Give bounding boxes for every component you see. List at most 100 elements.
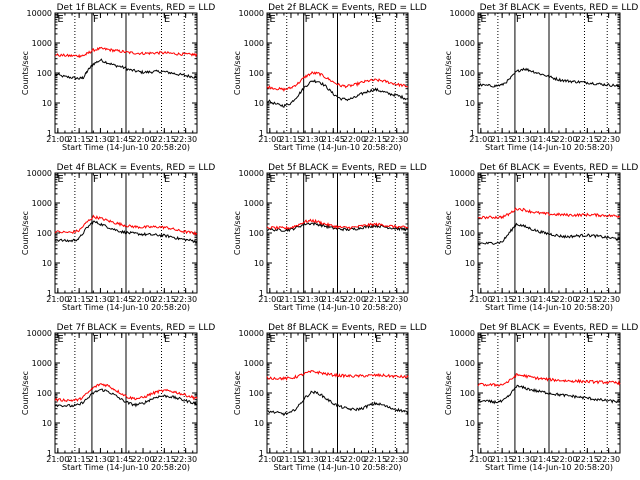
x-tick-label: 21:15 [491, 455, 514, 464]
x-tick-label: 21:30 [301, 455, 324, 464]
y-tick-label: 10 [254, 99, 264, 108]
x-tick-label: 21:45 [533, 455, 556, 464]
x-tick-label: 21:45 [322, 135, 345, 144]
interval-marker: E [480, 334, 486, 345]
x-tick-label: 22:15 [364, 455, 387, 464]
x-tick-label: 21:30 [89, 455, 112, 464]
y-axis-label: Counts/sec [444, 51, 453, 95]
x-tick-label: 21:00 [258, 295, 281, 304]
x-tick-label: 21:45 [533, 295, 556, 304]
x-tick-label: 21:00 [469, 135, 492, 144]
x-tick-label: 21:30 [512, 135, 535, 144]
y-axis-label: Counts/sec [233, 51, 242, 95]
interval-marker: F [516, 334, 522, 345]
y-tick-label: 1 [47, 129, 52, 138]
panel-title: Det 3f BLACK = Events, RED = LLD [480, 3, 639, 13]
y-tick-label: 1000 [455, 39, 475, 48]
y-tick-label: 1000 [244, 359, 264, 368]
x-tick-label: 22:00 [343, 455, 366, 464]
y-axis-label: Counts/sec [444, 211, 453, 255]
x-tick-label: 21:30 [512, 455, 535, 464]
y-tick-label: 1 [47, 289, 52, 298]
interval-marker: E [164, 174, 170, 185]
y-tick-label: 10000 [450, 9, 475, 18]
y-tick-label: 1000 [32, 39, 52, 48]
y-tick-label: 1000 [455, 199, 475, 208]
y-tick-label: 10000 [450, 329, 475, 338]
x-tick-label: 21:30 [301, 135, 324, 144]
series-lld-line [477, 207, 621, 220]
interval-marker: E [164, 14, 170, 25]
x-axis-label: Start Time (14-Jun-10 20:58:20) [274, 303, 402, 312]
series-events-line [477, 384, 620, 405]
panel-title: Det 4f BLACK = Events, RED = LLD [57, 163, 216, 173]
y-tick-label: 10000 [450, 169, 475, 178]
series-lld-line [266, 218, 409, 231]
x-tick-label: 22:30 [385, 135, 408, 144]
interval-marker: F [93, 334, 99, 345]
x-tick-label: 22:00 [555, 455, 578, 464]
x-tick-label: 21:15 [279, 135, 302, 144]
series-lld-line [54, 214, 198, 236]
interval-marker: E [587, 174, 593, 185]
x-tick-label: 21:45 [110, 455, 133, 464]
y-tick-label: 10 [42, 99, 52, 108]
series-lld-line [54, 383, 198, 403]
series-lld-line [54, 46, 198, 58]
y-tick-label: 10 [465, 259, 475, 268]
x-tick-label: 22:15 [153, 135, 176, 144]
x-tick-label: 21:15 [279, 455, 302, 464]
x-tick-label: 22:00 [343, 295, 366, 304]
panel-title: Det 9f BLACK = Events, RED = LLD [480, 323, 639, 333]
y-tick-label: 1 [470, 129, 475, 138]
interval-marker: F [516, 174, 522, 185]
series-events-line [54, 220, 198, 245]
series-events-line [266, 221, 409, 233]
x-axis-label: Start Time (14-Jun-10 20:58:20) [485, 463, 613, 472]
x-tick-label: 21:15 [279, 295, 302, 304]
x-tick-label: 22:15 [153, 295, 176, 304]
y-tick-label: 100 [249, 389, 264, 398]
y-tick-label: 1000 [32, 199, 52, 208]
series-events-line [477, 67, 621, 88]
y-tick-label: 10000 [27, 9, 52, 18]
series-lld-line [266, 369, 409, 381]
x-tick-label: 21:00 [46, 295, 69, 304]
series-lld-line [266, 71, 408, 92]
x-tick-label: 22:00 [132, 295, 155, 304]
panel-title: Det 8f BLACK = Events, RED = LLD [268, 323, 427, 333]
y-axis-label: Counts/sec [233, 211, 242, 255]
y-tick-label: 1 [470, 449, 475, 458]
x-tick-label: 22:30 [597, 295, 620, 304]
x-tick-label: 21:30 [512, 295, 535, 304]
x-axis-label: Start Time (14-Jun-10 20:58:20) [274, 143, 402, 152]
x-tick-label: 22:15 [364, 135, 387, 144]
interval-marker: E [57, 334, 63, 345]
panel-det-4: Det 4f BLACK = Events, RED = LLD 1 10 100 10… [21, 163, 215, 312]
interval-marker: E [57, 14, 63, 25]
y-tick-label: 1 [259, 129, 264, 138]
y-tick-label: 100 [249, 69, 264, 78]
x-axis-label: Start Time (14-Jun-10 20:58:20) [274, 463, 402, 472]
y-tick-label: 1 [259, 289, 264, 298]
interval-marker: E [587, 14, 593, 25]
y-axis-label: Counts/sec [21, 371, 30, 415]
panel-title: Det 5f BLACK = Events, RED = LLD [268, 163, 427, 173]
y-tick-label: 100 [37, 229, 52, 238]
y-tick-label: 100 [37, 389, 52, 398]
y-tick-label: 100 [37, 69, 52, 78]
panel-det-8: Det 8f BLACK = Events, RED = LLD 1 10 100 10… [233, 323, 427, 472]
panel-title: Det 7f BLACK = Events, RED = LLD [57, 323, 216, 333]
y-tick-label: 10 [465, 99, 475, 108]
x-tick-label: 22:30 [597, 135, 620, 144]
x-tick-label: 22:30 [174, 295, 197, 304]
x-tick-label: 22:30 [174, 455, 197, 464]
interval-marker: E [375, 14, 381, 25]
interval-marker: E [375, 174, 381, 185]
y-tick-label: 10000 [239, 329, 264, 338]
x-tick-label: 22:00 [132, 455, 155, 464]
panel-det-7: Det 7f BLACK = Events, RED = LLD 1 10 100 10… [21, 323, 215, 472]
y-axis-label: Counts/sec [444, 371, 453, 415]
series-events-line [54, 388, 198, 408]
